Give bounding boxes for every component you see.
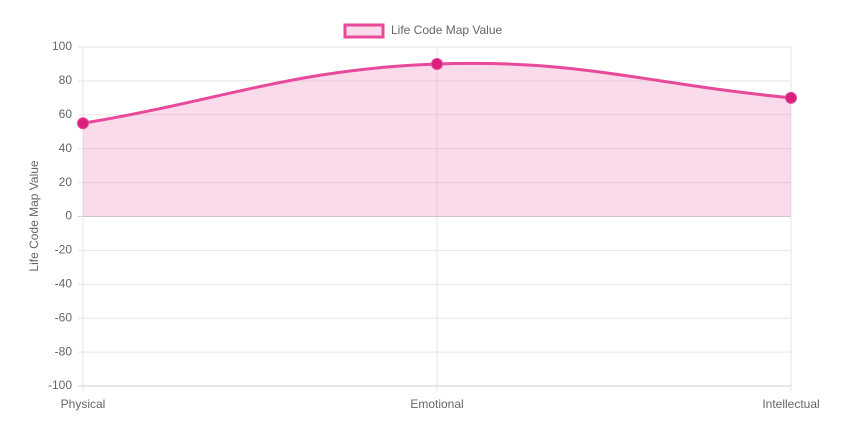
area xyxy=(83,63,791,217)
point xyxy=(77,117,89,130)
y-tick-label: -60 xyxy=(55,310,73,324)
x-tick-label: Physical xyxy=(61,397,106,411)
y-tick-label: 100 xyxy=(52,39,72,53)
y-axis-label: Life Code Map Value xyxy=(27,160,41,272)
x-tick-label: Intellectual xyxy=(762,397,819,411)
point xyxy=(785,91,797,104)
y-tick-label: 0 xyxy=(65,209,72,223)
legend-label: Life Code Map Value xyxy=(391,23,503,37)
y-tick-label: 60 xyxy=(59,107,73,121)
legend-swatch xyxy=(343,23,385,39)
y-tick-label: 80 xyxy=(59,73,73,87)
y-tick-label: 40 xyxy=(59,141,73,155)
y-tick-label: -40 xyxy=(55,276,73,290)
point xyxy=(431,57,443,70)
x-tick-label: Emotional xyxy=(410,397,463,411)
y-tick-label: -100 xyxy=(48,378,72,392)
y-tick-label: -20 xyxy=(55,243,73,257)
y-tick-label: -80 xyxy=(55,344,73,358)
y-tick-label: 20 xyxy=(59,175,73,189)
